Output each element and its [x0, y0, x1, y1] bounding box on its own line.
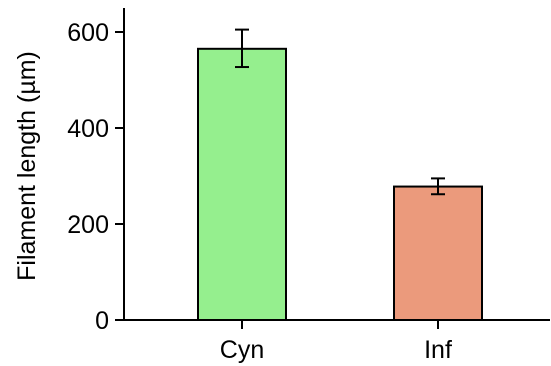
y-tick-label: 400: [67, 115, 109, 143]
axes: [123, 8, 550, 321]
bar-cyn: [197, 47, 287, 322]
x-axis-ticks: Cyn Inf: [220, 320, 452, 364]
error-bar-cyn: [235, 28, 249, 69]
y-axis-title: Filament length (µm): [13, 51, 41, 281]
y-tick-label: 600: [67, 19, 109, 47]
plot-area: [197, 28, 483, 322]
bar-inf: [393, 185, 483, 321]
y-axis-ticks: 0 200 400 600: [67, 19, 124, 335]
y-tick-label: 200: [67, 211, 109, 239]
y-tick-label: 0: [95, 307, 109, 335]
error-bar-inf: [431, 177, 445, 196]
x-tick-label-inf: Inf: [424, 336, 452, 364]
x-tick-label-cyn: Cyn: [220, 336, 264, 364]
